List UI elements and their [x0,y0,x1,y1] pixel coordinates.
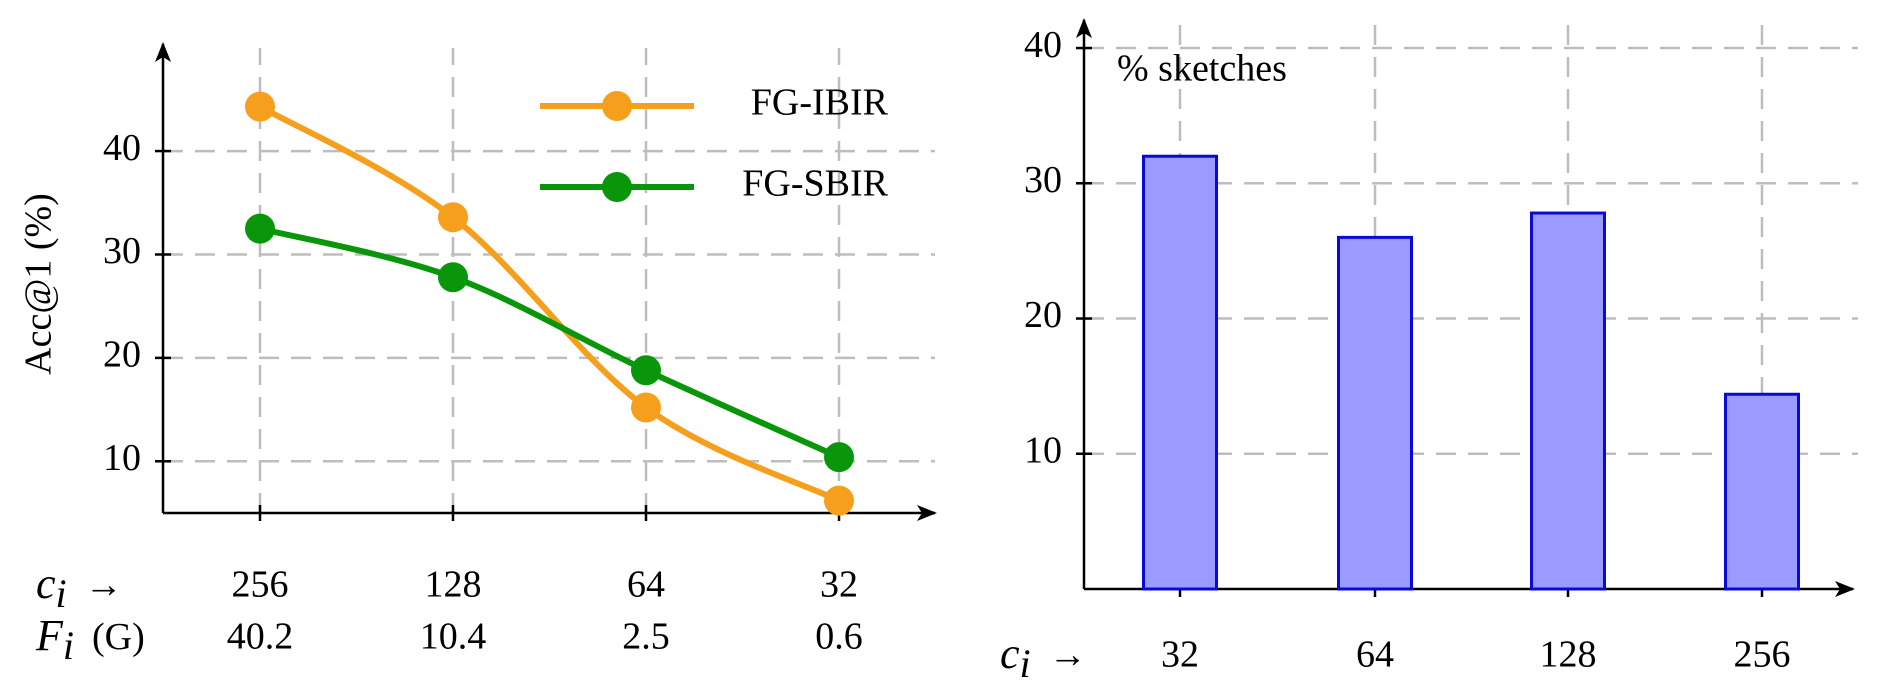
series-marker [438,202,468,233]
y-axis-label: Acc@1 (%) [18,193,60,375]
series-marker [245,91,275,122]
x-tick-label: 64 [627,564,665,606]
series-marker [438,262,468,293]
y-tick-label: 10 [103,437,141,479]
x-row-label: ci → [36,559,123,616]
legend-marker [602,172,632,202]
flops-label: 40.2 [227,616,294,658]
series-line [258,103,841,504]
row-subscript: i [63,623,74,668]
row-symbol: c [36,559,56,608]
x-tick-label: 256 [1734,634,1791,676]
row-symbol: F [35,611,64,660]
bar [1142,154,1218,591]
y-tick-label: 30 [103,230,141,272]
legend-marker [602,91,632,121]
y-tick-label: 10 [1024,429,1062,471]
series-marker [245,213,275,244]
x-tick-label: 128 [1540,634,1597,676]
bar [1724,392,1800,591]
x-tick-label: 32 [820,564,858,606]
row-suffix: → [1049,634,1087,676]
flops-label: 10.4 [420,616,487,658]
x-row-label: Fi (G) [35,611,145,668]
y-tick-label: 20 [103,334,141,376]
row-suffix: (G) [92,616,145,658]
chart-title: % sketches [1117,48,1287,90]
series-line [259,225,841,460]
legend-label: FG-IBIR [751,82,889,124]
y-tick-label: 30 [1024,159,1062,201]
row-suffix: → [85,564,123,606]
y-tick-label: 20 [1024,294,1062,336]
row-subscript: i [56,571,67,616]
series-marker [824,442,854,473]
x-row-label: ci → [1000,629,1087,686]
series-marker [631,355,661,386]
series-marker [824,485,854,516]
flops-label: 0.6 [815,616,863,658]
bar [1337,235,1413,591]
legend-label: FG-SBIR [742,163,888,205]
x-tick-label: 32 [1161,634,1199,676]
row-symbol: c [1000,629,1020,678]
row-subscript: i [1020,641,1031,686]
y-tick-label: 40 [1024,24,1062,66]
x-tick-label: 128 [425,564,482,606]
x-tick-label: 256 [232,564,289,606]
x-tick-label: 64 [1356,634,1394,676]
flops-label: 2.5 [622,616,670,658]
bar [1530,211,1606,591]
series-marker [631,392,661,423]
y-tick-label: 40 [103,127,141,169]
